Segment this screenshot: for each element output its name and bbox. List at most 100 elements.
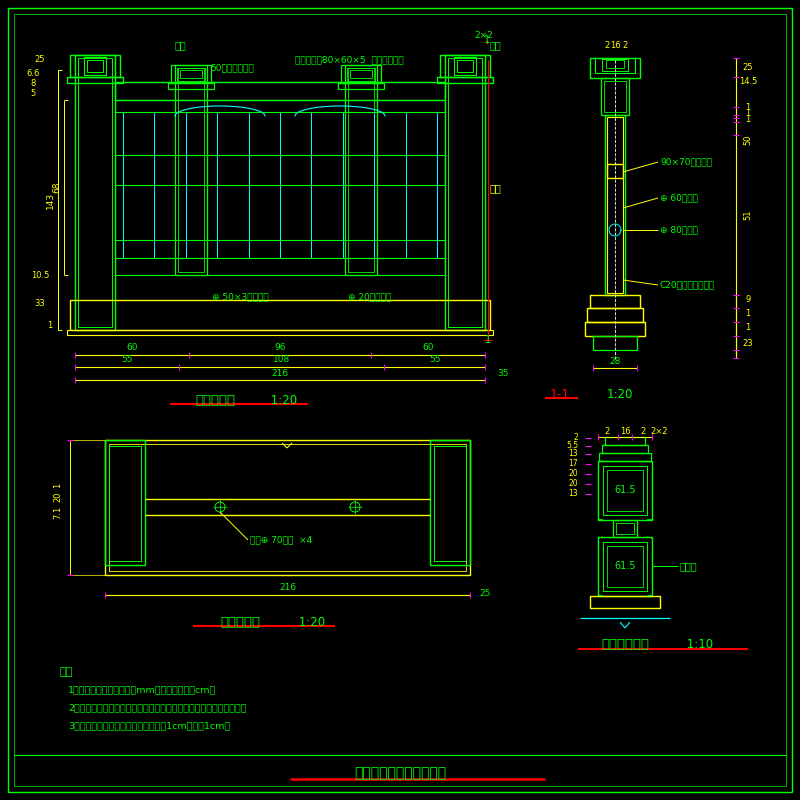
- Text: 13: 13: [568, 450, 578, 458]
- Text: 端柱: 端柱: [490, 40, 502, 50]
- Bar: [115, 155, 445, 185]
- Text: 栏杆平面图: 栏杆平面图: [220, 615, 260, 629]
- Bar: [67, 330, 493, 335]
- Bar: [616, 523, 634, 534]
- Text: 1: 1: [746, 114, 750, 123]
- Text: 2: 2: [640, 427, 646, 437]
- Text: 35: 35: [498, 369, 509, 378]
- Text: 1-1: 1-1: [550, 389, 570, 402]
- Bar: [105, 440, 470, 575]
- Text: 60: 60: [422, 343, 434, 353]
- Text: ⊕ 50×3不锈钢管: ⊕ 50×3不锈钢管: [212, 293, 268, 302]
- Text: 2: 2: [604, 427, 610, 437]
- Bar: [587, 308, 643, 322]
- Text: 1: 1: [485, 335, 491, 345]
- Text: 1: 1: [746, 323, 750, 333]
- Text: 33: 33: [34, 298, 46, 307]
- Bar: [84, 57, 106, 75]
- Bar: [603, 466, 647, 515]
- Text: 9: 9: [746, 295, 750, 305]
- Bar: [605, 437, 645, 445]
- Text: 钢管⊕ 70孔管  ×4: 钢管⊕ 70孔管 ×4: [250, 535, 312, 545]
- Text: 2×2: 2×2: [650, 427, 668, 437]
- Text: 20: 20: [568, 479, 578, 489]
- Text: 膨胀: 膨胀: [490, 183, 502, 193]
- Bar: [448, 58, 482, 327]
- Bar: [437, 77, 493, 83]
- Text: 14.5: 14.5: [739, 78, 757, 86]
- Text: 8: 8: [30, 79, 36, 89]
- Bar: [585, 322, 645, 336]
- Bar: [338, 83, 384, 89]
- Text: 55: 55: [429, 355, 441, 365]
- Bar: [180, 70, 202, 78]
- Text: 1:20: 1:20: [607, 389, 633, 402]
- Text: 17: 17: [568, 459, 578, 469]
- Bar: [593, 336, 637, 350]
- Text: 108: 108: [274, 355, 290, 365]
- Bar: [67, 77, 123, 83]
- Text: 216: 216: [271, 369, 289, 378]
- Text: 钔结构拱桥施工图（九）: 钔结构拱桥施工图（九）: [354, 766, 446, 780]
- Text: 1: 1: [54, 482, 62, 488]
- Text: 25: 25: [479, 589, 490, 598]
- Text: 中柱: 中柱: [175, 40, 186, 50]
- Bar: [105, 440, 145, 565]
- Bar: [598, 537, 652, 596]
- Text: 2: 2: [574, 434, 578, 442]
- Text: 50: 50: [743, 134, 753, 146]
- Text: 7.1: 7.1: [54, 506, 62, 518]
- Bar: [454, 57, 476, 75]
- Text: 20: 20: [568, 470, 578, 478]
- Text: 1: 1: [484, 35, 490, 45]
- Bar: [171, 65, 211, 83]
- Text: 栏杆立面图: 栏杆立面图: [195, 394, 235, 406]
- Bar: [345, 65, 377, 275]
- Text: 2: 2: [622, 41, 628, 50]
- Bar: [607, 546, 643, 587]
- Text: 50厚不锈钢板盖: 50厚不锈钢板盖: [210, 63, 254, 73]
- Text: 2×2: 2×2: [474, 30, 494, 39]
- Bar: [613, 520, 637, 537]
- Bar: [75, 55, 115, 330]
- Bar: [457, 60, 473, 72]
- Bar: [109, 446, 141, 561]
- Text: 6.6: 6.6: [26, 70, 40, 78]
- Bar: [70, 300, 490, 330]
- Text: 1:20: 1:20: [295, 615, 325, 629]
- Text: 143: 143: [46, 191, 54, 209]
- Text: 51: 51: [743, 210, 753, 220]
- Text: 1: 1: [47, 321, 53, 330]
- Bar: [605, 115, 625, 295]
- Text: 16: 16: [620, 427, 630, 437]
- Bar: [175, 65, 207, 275]
- Text: ⊕ 20不锈钢管: ⊕ 20不锈钢管: [348, 293, 392, 302]
- Bar: [607, 470, 643, 511]
- Text: 61.5: 61.5: [614, 561, 636, 571]
- Text: 61.5: 61.5: [614, 485, 636, 495]
- Text: 28: 28: [610, 357, 621, 366]
- Bar: [445, 55, 485, 330]
- Bar: [87, 60, 103, 72]
- Bar: [607, 164, 623, 178]
- Bar: [341, 65, 381, 83]
- Bar: [350, 70, 372, 78]
- Text: C20细石混凝土填充: C20细石混凝土填充: [660, 281, 715, 290]
- Bar: [590, 596, 660, 608]
- Bar: [602, 59, 628, 71]
- Text: ⊕ 80孔贯穿: ⊕ 80孔贯穿: [660, 226, 698, 234]
- Bar: [599, 453, 651, 461]
- Bar: [602, 445, 648, 453]
- Bar: [434, 446, 466, 561]
- Bar: [115, 82, 445, 100]
- Text: 68: 68: [53, 182, 62, 193]
- Bar: [606, 60, 624, 68]
- Text: 1: 1: [746, 310, 750, 318]
- Text: 216: 216: [279, 583, 296, 593]
- Bar: [115, 240, 445, 258]
- Bar: [348, 68, 374, 272]
- Bar: [430, 440, 470, 565]
- Text: 2、栏杆柱材料采用仿白玉，四槽内雕花，具体图案与设计人员商定。: 2、栏杆柱材料采用仿白玉，四槽内雕花，具体图案与设计人员商定。: [68, 703, 246, 713]
- Text: 90×70方孔贯穿: 90×70方孔贯穿: [660, 158, 712, 166]
- Bar: [598, 461, 652, 520]
